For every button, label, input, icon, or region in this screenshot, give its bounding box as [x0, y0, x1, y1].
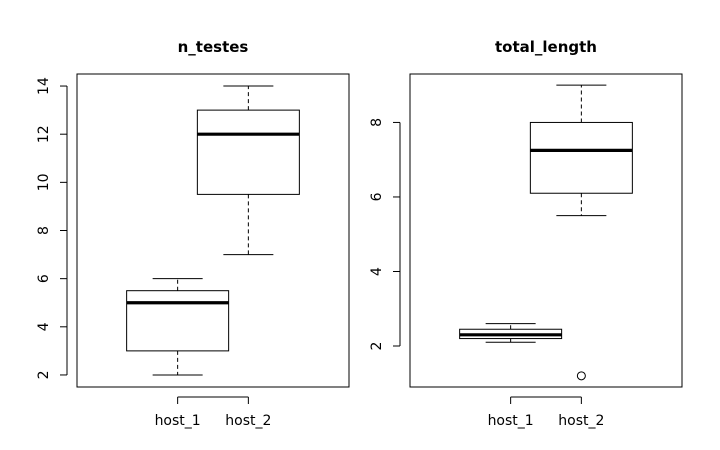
iqr-box	[529, 121, 633, 194]
x-tick-label: host_1	[155, 413, 201, 429]
y-tick-label: 2	[36, 371, 52, 380]
plot-frame	[409, 73, 683, 388]
panel-total-length: total_length 2 4 6 8 host_1 host_2	[369, 38, 683, 429]
iqr-box	[196, 109, 300, 195]
y-tick-label: 6	[36, 274, 52, 283]
y-tick-label: 4	[36, 322, 52, 331]
y-tick-label: 10	[36, 173, 52, 191]
outlier-point	[576, 371, 586, 381]
x-tick-label: host_1	[488, 413, 534, 429]
x-tick-label: host_2	[225, 413, 271, 429]
y-tick-label: 12	[36, 125, 52, 143]
plot-frame	[76, 73, 350, 388]
box-host_1	[459, 323, 563, 343]
x-tick-label: host_2	[558, 413, 604, 429]
y-tick-label: 2	[369, 342, 385, 351]
box-host_1	[126, 278, 230, 376]
chart-title: n_testes	[178, 38, 249, 56]
y-tick-label: 8	[36, 226, 52, 235]
y-tick-label: 4	[369, 267, 385, 276]
chart-title: total_length	[495, 38, 597, 56]
y-tick-label: 8	[369, 118, 385, 127]
iqr-box	[126, 290, 230, 352]
panel-n-testes: n_testes 2 4 6 8 10 12 14 host_1 host_2	[36, 38, 350, 429]
box-host_2	[529, 84, 633, 381]
y-tick-label: 14	[36, 77, 52, 95]
box-host_2	[196, 85, 300, 256]
y-tick-label: 6	[369, 192, 385, 201]
